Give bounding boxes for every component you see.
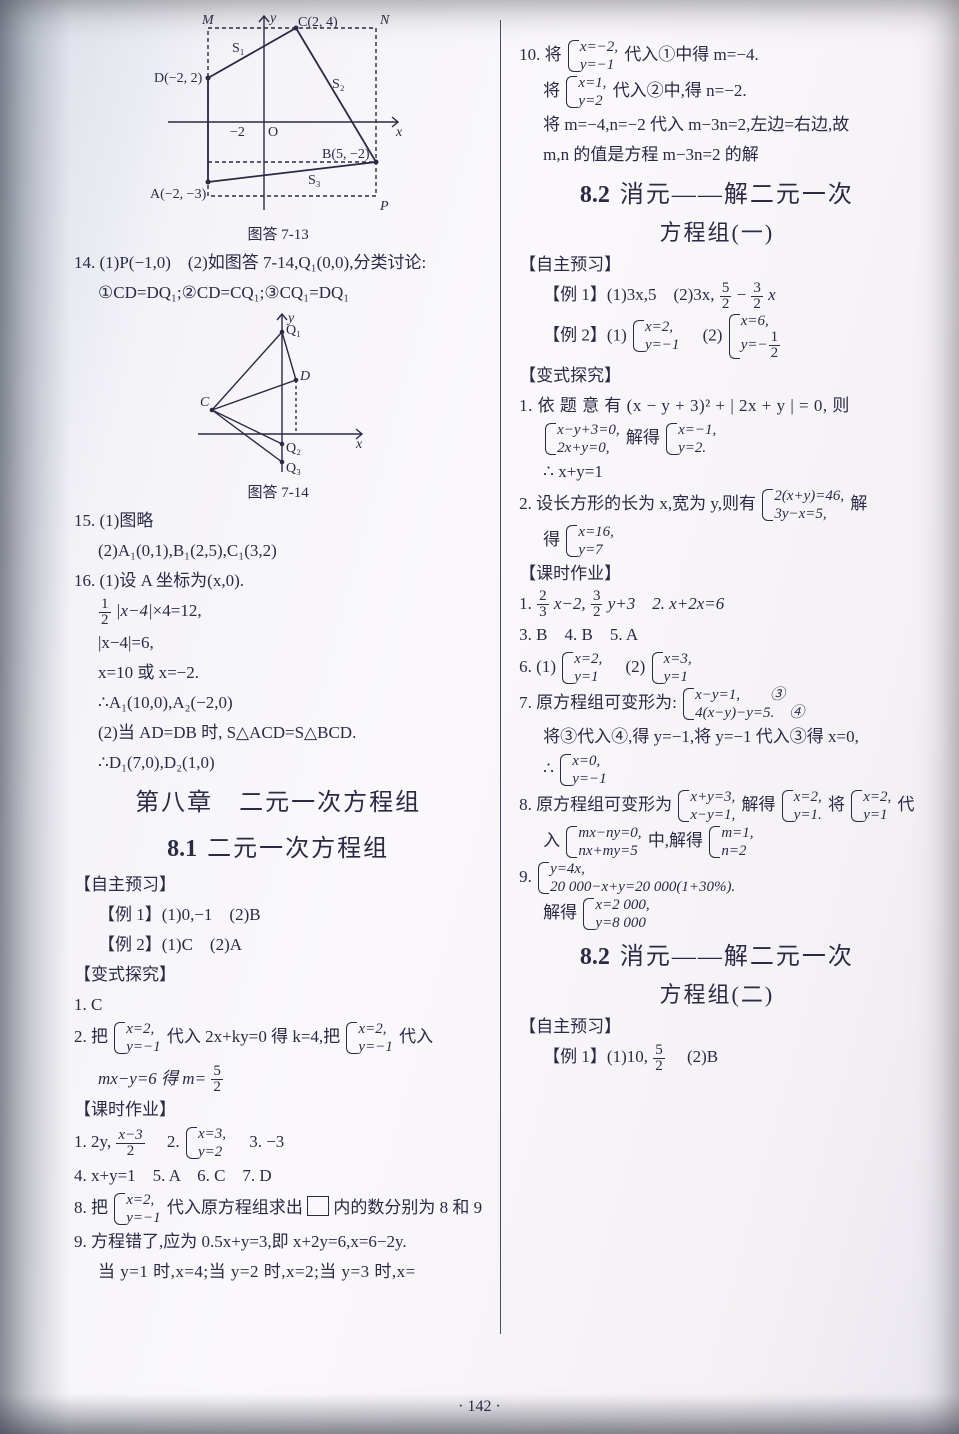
section-8-2b-sub: 方程组(二)	[519, 978, 914, 1012]
q16-5: ∴A₁(10,0),A₂(−2,0)	[74, 688, 482, 718]
rv1b: x−y+3=0,2x+y=0, 解得 x=−1,y=2.	[519, 421, 914, 457]
lbl-x: x	[395, 125, 403, 140]
hdr-keshi-r: 【课时作业】	[519, 559, 914, 589]
section-8-2-sub: 方程组(一)	[519, 216, 914, 250]
rk8a: 8. 原方程组可变形为 x+y=3,x−y=1, 解得 x=2,y=1. 将 x…	[519, 788, 914, 824]
rk8b: 入 mx−ny=0,nx+my=5 中,解得 m=1,n=2	[519, 824, 914, 860]
lbl-y: y	[268, 11, 277, 26]
lbl-B: B(5, −2)	[322, 147, 370, 162]
rex2: 【例 2】(1) x=2,y=−1 (2) x=6,y=−12	[519, 312, 914, 361]
q16-1: 16. (1)设 A 坐标为(x,0).	[74, 566, 482, 596]
lbl-Q3: Q₃	[286, 461, 301, 476]
hdr-keshi-left: 【课时作业】	[74, 1095, 482, 1125]
q15-2: (2)A₁(0,1),B₁(2,5),C₁(3,2)	[74, 536, 482, 566]
lbl-S1: S₁	[232, 41, 245, 56]
ks9b-left: 当 y=1 时,x=4;当 y=2 时,x=2;当 y=3 时,x=	[74, 1257, 482, 1287]
lbl-S2: S₂	[332, 77, 345, 92]
hdr-bianshi-r: 【变式探究】	[519, 361, 914, 391]
figure-7-13: M N P C(2, 4) D(−2, 2) B(5, −2) A(−2, −3…	[74, 10, 482, 220]
rk9b: 解得 x=2 000,y=8 000	[519, 896, 914, 932]
rk6: 6. (1) x=2,y=1 (2) x=3,y=1	[519, 650, 914, 686]
lbl-M: M	[201, 13, 215, 28]
figure-7-14-caption: 图答 7-14	[74, 480, 482, 506]
r10-4: m,n 的值是方程 m−3n=2 的解	[519, 140, 914, 170]
hdr-bianshi-left: 【变式探究】	[74, 960, 482, 990]
lbl-D: D(−2, 2)	[154, 71, 203, 86]
rk7a: 7. 原方程组可变形为: x−y=1, ③4(x−y)−y=5. ④	[519, 686, 914, 722]
lbl-Q2: Q₂	[286, 441, 301, 456]
chapter-8-title: 第八章 二元一次方程组	[74, 782, 482, 824]
rv1a: 1. 依 题 意 有 (x − y + 3)² + | 2x + y | = 0…	[519, 391, 914, 421]
bs2b-left: mx−y=6 得 m= 52	[74, 1064, 482, 1096]
rk9a: 9. y=4x,20 000−x+y=20 000(1+30%).	[519, 860, 914, 896]
q16-2: 12 |x−4|×4=12,	[74, 596, 482, 628]
gap	[74, 1056, 482, 1064]
r10-3: 将 m=−4,n=−2 代入 m−3n=2,左边=右边,故	[519, 110, 914, 140]
rk7b: 将③代入④,得 y=−1,将 y=−1 代入③得 x=0,	[519, 722, 914, 752]
two-column-layout: M N P C(2, 4) D(−2, 2) B(5, −2) A(−2, −3…	[0, 0, 959, 1434]
blank-box-icon	[307, 1196, 329, 1216]
rv2b: 得 x=16,y=7	[519, 523, 914, 559]
lbl-D2: D	[299, 369, 310, 384]
hdr-zizhu-r2: 【自主预习】	[519, 1012, 914, 1042]
ex1-left: 【例 1】(1)0,−1 (2)B	[74, 900, 482, 930]
lbl-C2: C	[200, 395, 210, 410]
lbl-N: N	[379, 13, 390, 28]
ks9a-left: 9. 方程错了,应为 0.5x+y=3,即 x+2y=6,x=6−2y.	[74, 1227, 482, 1257]
section-8-2b-title: 8.2消元——解二元一次	[519, 936, 914, 978]
rk1: 1. 23 x−2, 32 y+3 2. x+2x=6	[519, 589, 914, 621]
section-8-2-title: 8.2消元——解二元一次	[519, 174, 914, 216]
q14-line1: 14. (1)P(−1,0) (2)如图答 7-14,Q₁(0,0),分类讨论:	[74, 248, 482, 278]
lbl-P: P	[379, 199, 389, 214]
lbl-O: O	[268, 125, 278, 140]
rv1c: ∴ x+y=1	[519, 457, 914, 487]
rk7c: ∴ x=0,y=−1	[519, 752, 914, 788]
lbl-neg2: −2	[230, 125, 245, 140]
lbl-C: C(2, 4)	[298, 15, 338, 30]
right-column: 10. 将 x=−2,y=−1 代入①中得 m=−4. 将 x=1,y=2 代入…	[501, 10, 932, 1394]
gap	[519, 10, 914, 38]
rex1: 【例 1】(1)3x,5 (2)3x, 52 − 32 x	[519, 280, 914, 312]
rk3: 3. B 4. B 5. A	[519, 620, 914, 650]
textbook-page: M N P C(2, 4) D(−2, 2) B(5, −2) A(−2, −3…	[0, 0, 959, 1434]
lbl-y2: y	[286, 311, 295, 326]
q16-7: ∴D₁(7,0),D₂(1,0)	[74, 748, 482, 778]
lbl-x2: x	[355, 437, 363, 452]
hdr-zizhu-r1: 【自主预习】	[519, 250, 914, 280]
figure-7-14: C D Q₁ Q₂ Q₃ x y	[74, 308, 482, 478]
bs1-left: 1. C	[74, 990, 482, 1020]
figure-7-14-svg: C D Q₁ Q₂ Q₃ x y	[188, 308, 368, 478]
q15-1: 15. (1)图略	[74, 506, 482, 536]
r10-2: 将 x=1,y=2 代入②中,得 n=−2.	[519, 74, 914, 110]
q16-3: |x−4|=6,	[74, 628, 482, 658]
ks1-left: 1. 2y, x−32 2. x=3,y=2 3. −3	[74, 1125, 482, 1161]
page-number: · 142 ·	[0, 1398, 959, 1416]
ex2-left: 【例 2】(1)C (2)A	[74, 930, 482, 960]
rv2a: 2. 设长方形的长为 x,宽为 y,则有 2(x+y)=46,3y−x=5, 解	[519, 487, 914, 523]
bs2a-left: 2. 把 x=2,y=−1 代入 2x+ky=0 得 k=4,把 x=2,y=−…	[74, 1020, 482, 1056]
q16-6: (2)当 AD=DB 时, S△ACD=S△BCD.	[74, 718, 482, 748]
left-column: M N P C(2, 4) D(−2, 2) B(5, −2) A(−2, −3…	[70, 10, 500, 1394]
lbl-A: A(−2, −3)	[150, 187, 207, 202]
q16-4: x=10 或 x=−2.	[74, 658, 482, 688]
ks8-left: 8. 把 x=2,y=−1 代入原方程组求出 内的数分别为 8 和 9	[74, 1191, 482, 1227]
figure-7-13-svg: M N P C(2, 4) D(−2, 2) B(5, −2) A(−2, −3…	[148, 10, 408, 220]
q14-line2: ①CD=DQ₁;②CD=CQ₁;③CQ₁=DQ₁	[74, 278, 482, 308]
lbl-S3: S₃	[308, 173, 321, 188]
section-8-1-title: 8.1二元一次方程组	[74, 828, 482, 870]
r10-1: 10. 将 x=−2,y=−1 代入①中得 m=−4.	[519, 38, 914, 74]
ks4-left: 4. x+y=1 5. A 6. C 7. D	[74, 1161, 482, 1191]
figure-7-13-caption: 图答 7-13	[74, 222, 482, 248]
ree1: 【例 1】(1)10, 52 (2)B	[519, 1042, 914, 1074]
hdr-zizhu-left: 【自主预习】	[74, 870, 482, 900]
